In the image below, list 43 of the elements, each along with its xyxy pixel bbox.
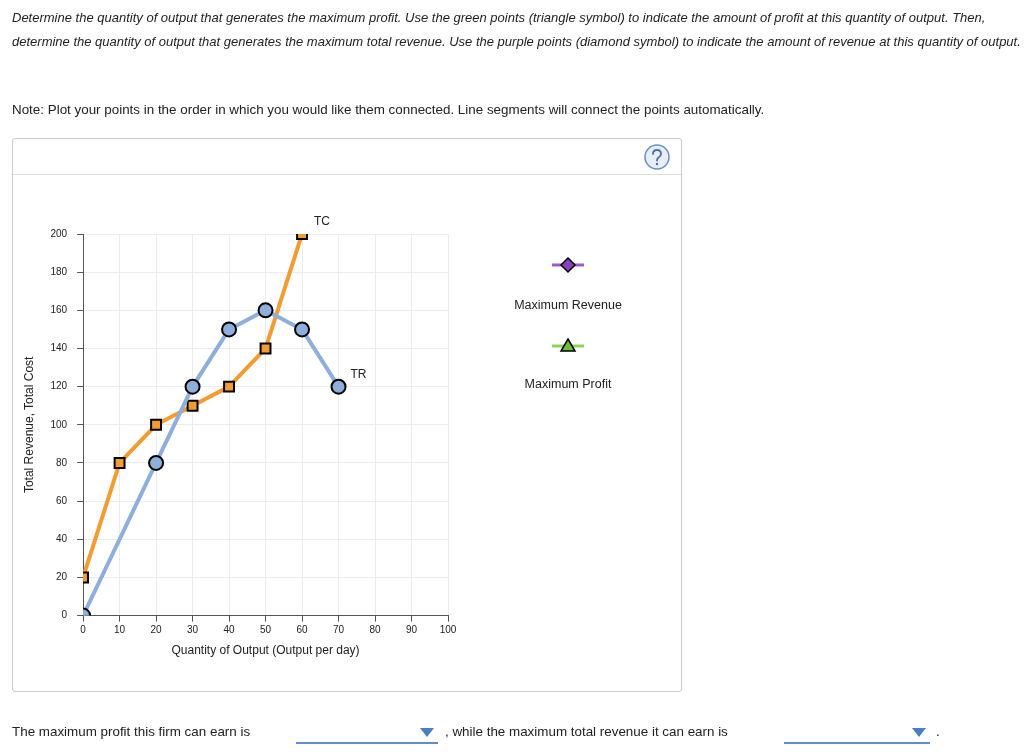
x-tick-label: 50 [259, 624, 272, 636]
y-tick-label: 40 [55, 533, 68, 545]
x-tick-label: 60 [296, 624, 309, 636]
chart-subtitle: Note: Plot your points in the order in which you would like them connected. Line segments will connect the points automatically. [12, 101, 765, 119]
point [294, 321, 311, 338]
point [186, 399, 199, 412]
text: , while the maximum total revenue it can earn is [445, 724, 728, 739]
y-tick-label: 60 [55, 494, 68, 506]
x-tick-label: 40 [223, 624, 236, 636]
x-axis-title: Quantity of Output (Output per day) [171, 643, 360, 658]
y-tick-label: 120 [50, 380, 68, 392]
point [257, 302, 274, 319]
x-tick-label: 30 [187, 624, 199, 636]
point [148, 454, 165, 471]
x-tick-label: 80 [369, 624, 382, 636]
text: . [936, 724, 940, 739]
y-tick-label: 180 [50, 265, 68, 277]
point [223, 380, 235, 393]
y-tick-label: 20 [55, 571, 68, 583]
point [150, 418, 163, 431]
x-tick-label: 10 [114, 624, 126, 636]
point [221, 321, 238, 338]
text: The maximum profit this firm can earn is [12, 724, 251, 739]
x-tick-label: 20 [150, 624, 163, 636]
y-tick-label: 80 [55, 456, 68, 468]
series-label: TR [350, 366, 367, 381]
y-tick-label: 140 [50, 342, 68, 354]
text: Maximum Profit [523, 377, 613, 391]
point [184, 378, 201, 395]
point [113, 457, 126, 469]
x-tick-label: 90 [405, 624, 418, 636]
y-tick-label: 100 [50, 418, 68, 430]
y-tick-label: 0 [61, 609, 68, 621]
series-label: TC [314, 214, 331, 229]
y-tick-label: 160 [50, 304, 68, 316]
text: Determine the quantity of output that generates the maximum profit. Use the green points (triangle symbol) to indicate the amount of profit at this quantity of output. Then, determine the quantity of output that generates the maximum total revenue. Use the purple points (diamond symbol) to indicate the amount of revenue at this quantity of output. [12, 9, 1022, 51]
text: Maximum Revenue [513, 298, 623, 312]
point [330, 378, 347, 395]
x-tick-label: 70 [332, 624, 345, 636]
x-tick-label: 0 [80, 624, 87, 636]
y-tick-label: 200 [50, 227, 68, 239]
x-tick-label: 100 [439, 624, 457, 636]
y-axis-title: Total Revenue, Total Cost [21, 355, 36, 494]
